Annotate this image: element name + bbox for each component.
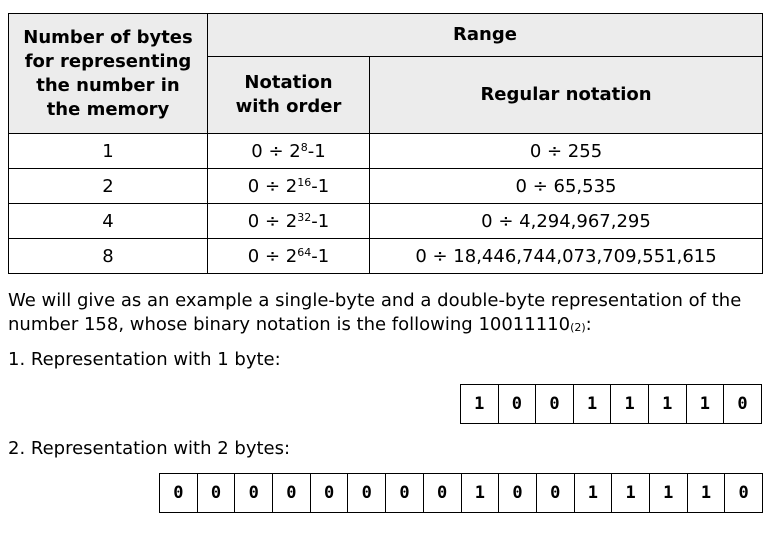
bit-cell: 1 xyxy=(650,474,688,512)
example-text: We will give as an example a single-byte… xyxy=(8,290,742,335)
bytes-cell: 2 xyxy=(8,168,208,204)
order-base: 0 ÷ 2 xyxy=(247,245,298,267)
bit-cell: 0 xyxy=(235,474,274,512)
header-row-top: Number of bytes for representing the num… xyxy=(8,13,764,134)
bit-cell: 0 xyxy=(273,474,311,512)
header-bytes: Number of bytes for representing the num… xyxy=(8,13,208,134)
regular-cell: 0 ÷ 18,446,744,073,709,551,615 xyxy=(368,238,764,274)
order-cell: 0 ÷ 28-1 xyxy=(207,133,370,169)
bit-cell: 1 xyxy=(649,385,687,423)
order-exponent: 16 xyxy=(297,175,312,189)
order-base: 0 ÷ 2 xyxy=(251,140,301,162)
bit-cell: 1 xyxy=(611,385,649,423)
regular-cell: 0 ÷ 4,294,967,295 xyxy=(368,203,764,239)
table-row: 8 0 ÷ 264-1 0 ÷ 18,446,744,073,709,551,6… xyxy=(8,238,764,274)
bit-cell: 0 xyxy=(499,474,537,512)
bit-cell: 0 xyxy=(724,385,762,423)
order-exponent: 8 xyxy=(300,140,308,154)
order-base: 0 ÷ 2 xyxy=(247,210,298,232)
bit-cell: 1 xyxy=(612,474,650,512)
bytes-cell: 8 xyxy=(8,238,208,274)
example-radix: (2) xyxy=(570,321,586,334)
order-cell: 0 ÷ 232-1 xyxy=(207,203,370,239)
one-byte-bit-row: 1 0 0 1 1 1 1 0 xyxy=(460,384,762,424)
bit-cell: 1 xyxy=(687,385,725,423)
example-paragraph: We will give as an example a single-byte… xyxy=(8,289,770,337)
bit-cell: 1 xyxy=(575,474,613,512)
order-base: 0 ÷ 2 xyxy=(247,175,298,197)
header-row-sub: Notation with order Regular notation xyxy=(9,56,764,134)
order-tail: -1 xyxy=(311,175,330,197)
bit-cell: 0 xyxy=(499,385,537,423)
rep2-label: 2. Representation with 2 bytes: xyxy=(8,438,291,459)
bit-cell: 0 xyxy=(537,474,575,512)
bit-cell: 0 xyxy=(348,474,387,512)
header-regular: Regular notation xyxy=(368,56,764,134)
header-order: Notation with order xyxy=(207,56,370,134)
bit-cell: 0 xyxy=(198,474,236,512)
table-row: 1 0 ÷ 28-1 0 ÷ 255 xyxy=(8,133,764,169)
order-tail: -1 xyxy=(307,140,326,162)
order-exponent: 64 xyxy=(297,245,312,259)
table-row: 4 0 ÷ 232-1 0 ÷ 4,294,967,295 xyxy=(8,203,764,239)
bytes-cell: 4 xyxy=(8,203,208,239)
order-tail: -1 xyxy=(311,210,330,232)
bit-cell: 0 xyxy=(160,474,198,512)
range-table: Number of bytes for representing the num… xyxy=(8,13,764,274)
bit-cell: 0 xyxy=(424,474,462,512)
rep1-label: 1. Representation with 1 byte: xyxy=(8,349,281,370)
bit-cell: 0 xyxy=(536,385,574,423)
order-tail: -1 xyxy=(311,245,330,267)
regular-cell: 0 ÷ 65,535 xyxy=(368,168,764,204)
bit-cell: 0 xyxy=(725,474,763,512)
table-row: 2 0 ÷ 216-1 0 ÷ 65,535 xyxy=(8,168,764,204)
bit-cell: 1 xyxy=(688,474,726,512)
bit-cell: 1 xyxy=(462,474,500,512)
example-suffix: : xyxy=(585,314,592,335)
order-cell: 0 ÷ 264-1 xyxy=(207,238,370,274)
bit-cell: 0 xyxy=(386,474,424,512)
regular-cell: 0 ÷ 255 xyxy=(368,133,764,169)
bit-cell: 0 xyxy=(311,474,349,512)
two-byte-bit-row: 0 0 0 0 0 0 0 0 1 0 0 1 1 1 1 0 xyxy=(159,473,763,513)
bit-cell: 1 xyxy=(461,385,499,423)
example-binary: 10011110 xyxy=(478,314,571,335)
order-cell: 0 ÷ 216-1 xyxy=(207,168,370,204)
order-exponent: 32 xyxy=(297,210,312,224)
header-range: Range xyxy=(206,13,764,57)
bit-cell: 1 xyxy=(574,385,612,423)
bytes-cell: 1 xyxy=(8,133,208,169)
